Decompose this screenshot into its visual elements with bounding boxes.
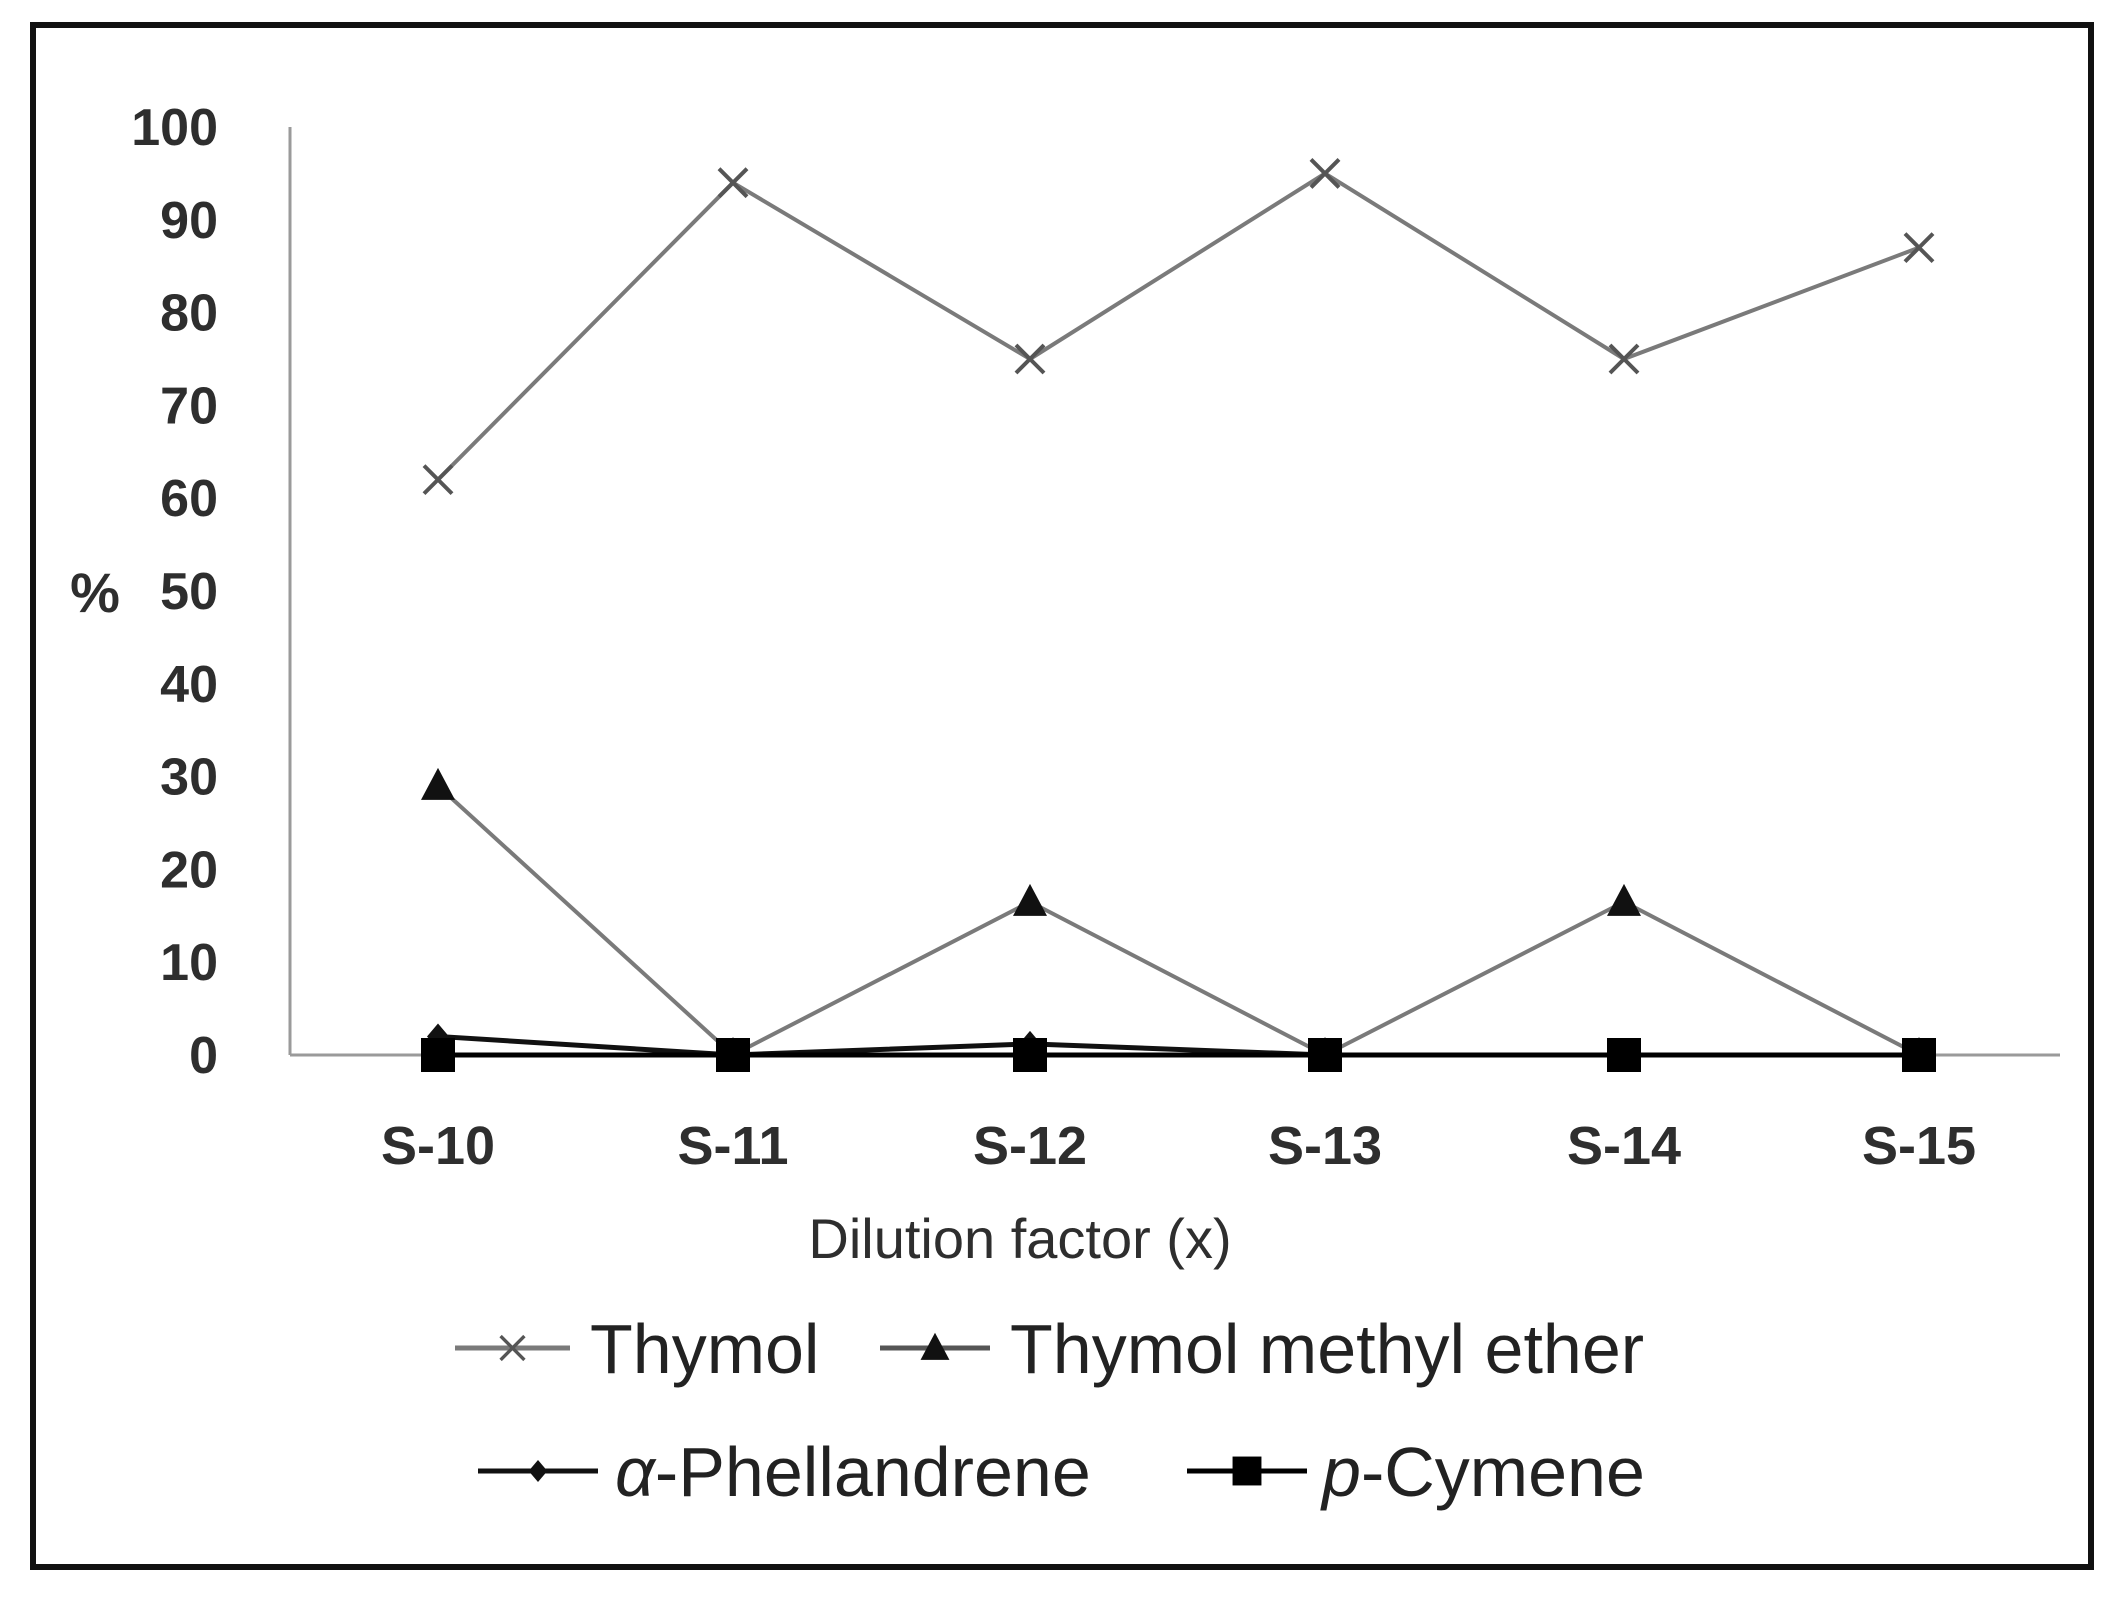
data-point-triangle-marker xyxy=(1013,883,1047,916)
data-point-square-marker xyxy=(1232,1456,1262,1486)
x-tick-label: S-11 xyxy=(677,1116,788,1176)
data-point-x-marker xyxy=(1608,343,1640,375)
data-point-x-marker xyxy=(1014,343,1046,375)
data-point-square-marker xyxy=(1607,1038,1641,1072)
data-point-square-marker xyxy=(1308,1038,1342,1072)
y-tick-label: 0 xyxy=(189,1027,218,1085)
y-tick-label: 90 xyxy=(160,192,218,250)
legend-label: Thymol xyxy=(590,1310,819,1388)
series-line xyxy=(437,1033,1919,1058)
y-tick-label: 10 xyxy=(160,934,218,992)
data-point-x-marker xyxy=(717,167,749,199)
y-tick-labels: 0 10 20 30 40 50 60 70 80 90 100 xyxy=(131,99,218,1085)
data-point-square-marker xyxy=(716,1038,750,1072)
chart-frame xyxy=(30,22,2094,1570)
y-tick-label: 80 xyxy=(160,285,218,343)
x-tick-label: S-12 xyxy=(973,1116,1087,1176)
series-0 xyxy=(422,157,1935,496)
x-tick-labels: S-10 S-11 S-12 S-13 S-14 S-15 xyxy=(381,1116,1976,1176)
y-tick-label: 40 xyxy=(160,656,218,714)
series-2 xyxy=(427,1023,1930,1068)
legend-label: α-Phellandrene xyxy=(615,1433,1091,1511)
y-tick-label: 100 xyxy=(131,99,218,157)
y-tick-label: 50 xyxy=(160,563,218,621)
data-point-x-marker xyxy=(1309,157,1341,189)
y-tick-label: 20 xyxy=(160,841,218,899)
x-tick-label: S-14 xyxy=(1567,1116,1681,1176)
y-tick-label: 30 xyxy=(160,749,218,807)
data-point-square-marker xyxy=(1013,1038,1047,1072)
x-tick-label: S-15 xyxy=(1862,1116,1976,1176)
legend: Thymol Thymol methyl ether α-Phellandrene p… xyxy=(455,1310,1645,1511)
x-axis-title: Dilution factor (x) xyxy=(808,1207,1231,1270)
data-point-x-marker xyxy=(1903,232,1935,264)
y-axis-title: % xyxy=(70,561,120,624)
data-point-square-marker xyxy=(1902,1038,1936,1072)
legend-item: Thymol xyxy=(455,1310,819,1388)
legend-label: Thymol methyl ether xyxy=(1010,1310,1644,1388)
x-tick-label: S-13 xyxy=(1268,1116,1382,1176)
legend-item: α-Phellandrene xyxy=(478,1433,1091,1511)
series-1 xyxy=(421,767,1936,1069)
data-point-triangle-marker xyxy=(1607,883,1641,916)
data-point-diamond-marker xyxy=(528,1459,548,1483)
x-tick-label: S-10 xyxy=(381,1116,495,1176)
series-3 xyxy=(421,1038,1936,1072)
series-line xyxy=(436,171,1920,482)
data-point-triangle-marker xyxy=(421,767,455,800)
legend-item: Thymol methyl ether xyxy=(880,1310,1644,1388)
data-point-x-marker xyxy=(422,464,454,496)
legend-label: p-Cymene xyxy=(1320,1433,1645,1511)
legend-item: p-Cymene xyxy=(1187,1433,1645,1511)
y-tick-label: 60 xyxy=(160,470,218,528)
y-tick-label: 70 xyxy=(160,377,218,435)
series-line xyxy=(436,784,1920,1057)
data-point-square-marker xyxy=(421,1038,455,1072)
series-group xyxy=(421,157,1936,1072)
data-point-triangle-marker xyxy=(920,1332,950,1360)
data-point-x-marker xyxy=(499,1334,526,1362)
